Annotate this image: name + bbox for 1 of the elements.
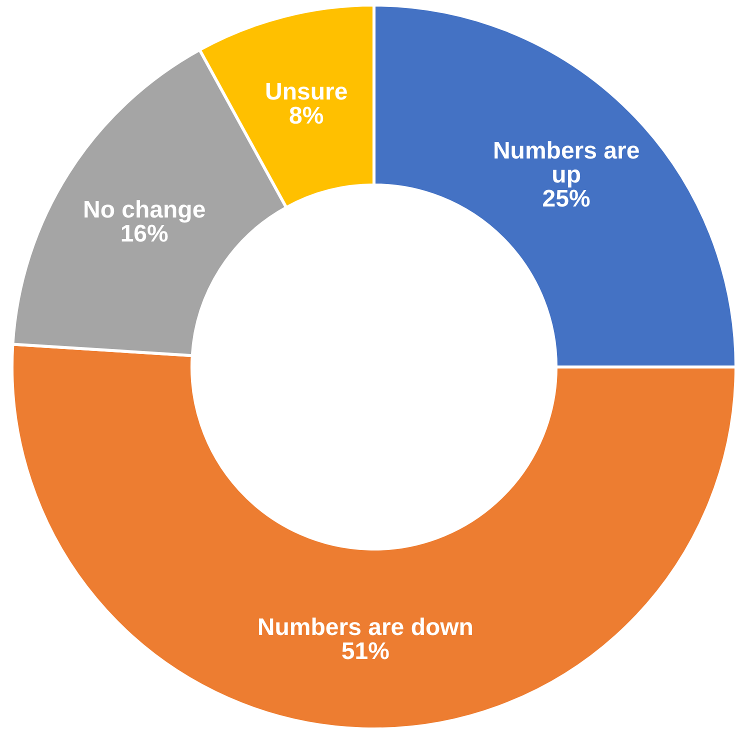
slice-label: Numbers are up [492, 137, 640, 188]
